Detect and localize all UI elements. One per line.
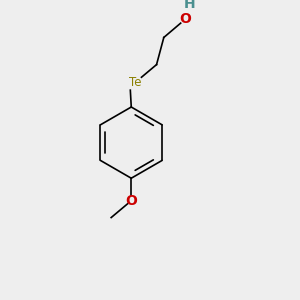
Text: O: O	[179, 12, 191, 26]
Text: O: O	[125, 194, 137, 208]
Text: Te: Te	[129, 76, 141, 89]
Text: H: H	[184, 0, 196, 11]
